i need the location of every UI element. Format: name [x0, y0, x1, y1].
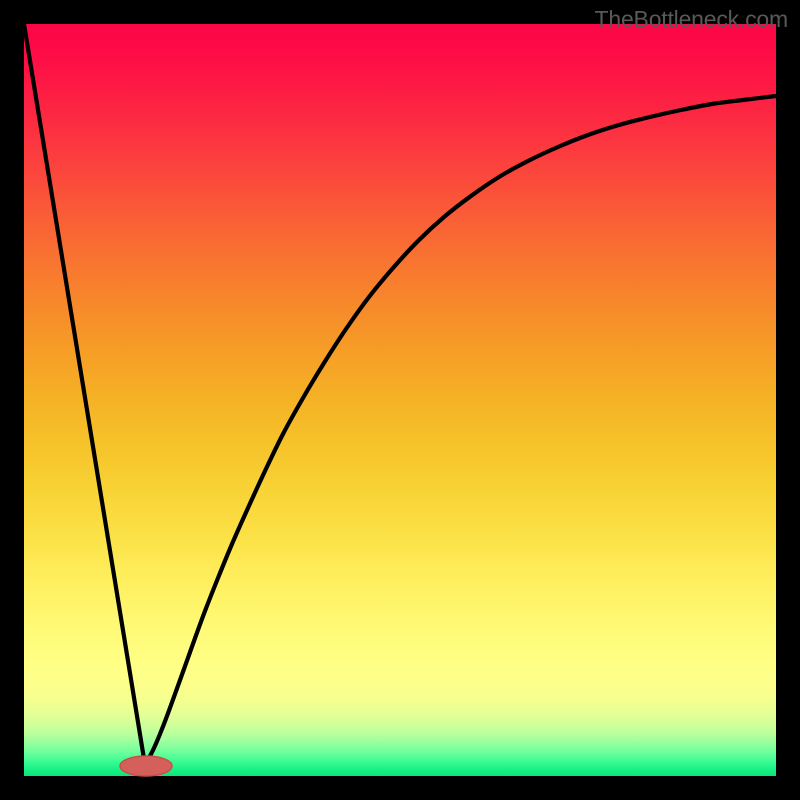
optimal-marker — [120, 756, 172, 776]
plot-area — [24, 24, 776, 776]
bottleneck-chart — [0, 0, 800, 800]
source-link: TheBottleneck.com — [595, 6, 788, 33]
